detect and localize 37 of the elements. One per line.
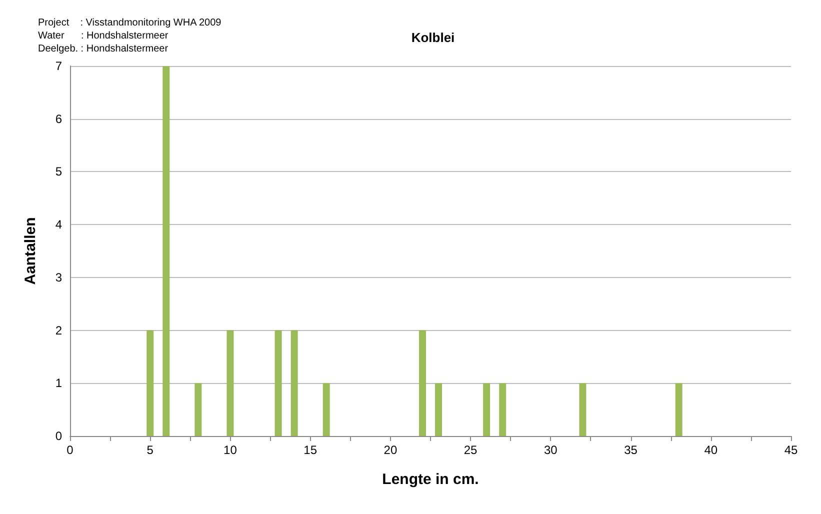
y-tick-label: 2 <box>55 323 62 338</box>
x-tick-label: 20 <box>384 443 398 457</box>
bar <box>418 330 426 436</box>
y-tick-label: 1 <box>55 376 62 390</box>
bar <box>274 330 282 436</box>
y-tick-label: 6 <box>55 112 62 126</box>
bar <box>322 383 330 436</box>
x-tick-label: 30 <box>544 443 558 457</box>
y-tick-label: 3 <box>55 270 62 284</box>
x-tick-label: 0 <box>66 443 74 457</box>
x-tick-label: 15 <box>304 443 318 457</box>
y-tick-label: 4 <box>55 218 62 232</box>
y-tick-label: 0 <box>55 429 62 443</box>
text: Project : Visstandmonitoring WHA 2009 <box>38 18 222 28</box>
x-tick-label: 45 <box>784 443 798 457</box>
x-tick-label: 25 <box>464 443 478 457</box>
bar <box>579 383 586 436</box>
bar <box>435 383 442 436</box>
x-tick-label: 10 <box>224 443 238 457</box>
bar <box>675 383 682 436</box>
bar <box>499 383 506 436</box>
bar <box>194 383 202 436</box>
bar <box>483 383 490 436</box>
y-tick-label: 5 <box>55 164 62 179</box>
bar <box>162 66 170 436</box>
x-tick-label: 5 <box>146 443 154 457</box>
bar <box>290 330 298 436</box>
text: Water : Hondshalstermeer <box>38 30 169 42</box>
y-axis-title: Aantallen <box>22 217 39 285</box>
y-tick-label: 7 <box>55 59 62 73</box>
bar <box>146 330 154 436</box>
chart-title: Kolblei <box>411 30 455 45</box>
bar <box>226 330 234 436</box>
text: Deelgeb. : Hondshalstermeer <box>38 44 169 54</box>
x-tick-label: 35 <box>624 443 638 457</box>
x-tick-label: 40 <box>704 443 718 457</box>
x-axis-title: Lengte in cm. <box>382 471 479 488</box>
